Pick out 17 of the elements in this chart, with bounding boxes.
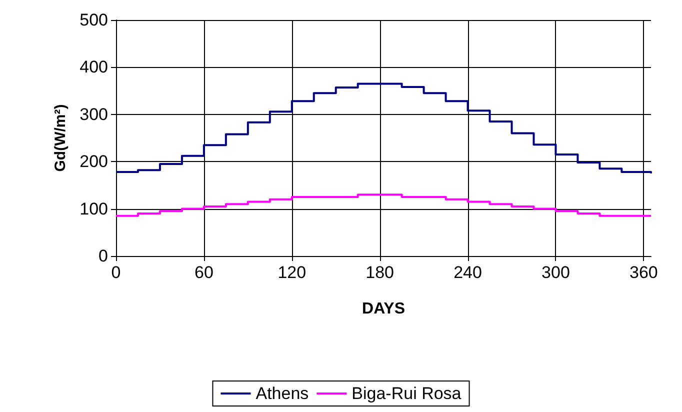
y-tick-label: 400 <box>80 58 108 77</box>
y-tick-label: 0 <box>98 246 108 266</box>
x-tick-label: 360 <box>629 263 658 282</box>
x-tick-label: 120 <box>278 263 306 282</box>
legend-label: Athens <box>256 384 309 403</box>
y-tick-label: 300 <box>80 104 108 124</box>
y-tick-label: 500 <box>80 10 108 30</box>
y-tick-label: 200 <box>80 152 108 172</box>
y-tick-label: 100 <box>80 199 108 218</box>
y-axis-title: Gd(W/m²) <box>52 104 69 172</box>
x-tick-label: 240 <box>454 263 482 282</box>
x-axis-title: DAYS <box>362 300 406 318</box>
x-tick-label: 60 <box>194 263 214 282</box>
legend-label: Biga-Rui Rosa <box>352 384 462 403</box>
x-tick-label: 300 <box>542 263 570 282</box>
x-tick-label: 0 <box>111 263 121 282</box>
x-tick-label: 180 <box>366 263 394 282</box>
